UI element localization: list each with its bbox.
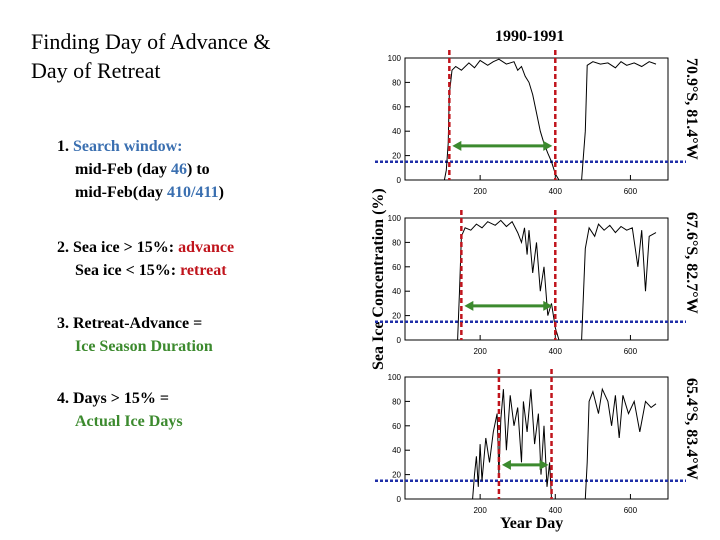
arrow-head-left xyxy=(501,459,511,470)
x-tick-label: 400 xyxy=(549,187,563,196)
x-tick-label: 400 xyxy=(549,506,563,515)
sea-ice-series-line xyxy=(405,387,657,500)
y-tick-label: 80 xyxy=(392,78,401,87)
y-tick-label: 100 xyxy=(388,373,402,382)
step-1: 1. Search window: mid-Feb (day 46) to mi… xyxy=(57,135,224,204)
x-axis-label: Year Day xyxy=(500,515,564,532)
slide-title: Finding Day of Advance & Day of Retreat xyxy=(31,27,331,85)
y-tick-label: 20 xyxy=(392,312,401,321)
x-tick-label: 600 xyxy=(624,187,638,196)
slide-title-line2: Day of Retreat xyxy=(31,58,161,83)
step-number: 3. xyxy=(57,315,69,332)
step-text: Ice Season Duration xyxy=(75,338,213,355)
y-tick-label: 40 xyxy=(392,127,401,136)
y-tick-label: 40 xyxy=(392,446,401,455)
step-3: 3. Retreat-Advance = Ice Season Duration xyxy=(57,312,213,358)
x-tick-label: 200 xyxy=(473,187,487,196)
y-tick-label: 20 xyxy=(392,471,401,480)
y-tick-label: 60 xyxy=(392,103,401,112)
arrow-head-right xyxy=(543,140,553,151)
step-text: ) to xyxy=(187,161,210,178)
step-text: Sea ice < 15%: xyxy=(75,262,181,279)
y-tick-label: 0 xyxy=(397,336,402,345)
x-tick-label: 400 xyxy=(549,347,563,356)
step-text: Actual Ice Days xyxy=(75,413,183,430)
step-text: Search window: xyxy=(73,138,183,155)
x-tick-label: 200 xyxy=(473,347,487,356)
step-text: Days > 15% = xyxy=(73,390,170,407)
step-text: Sea ice > 15%: xyxy=(73,239,179,256)
x-tick-label: 200 xyxy=(473,506,487,515)
step-text: advance xyxy=(178,239,235,256)
y-tick-label: 40 xyxy=(392,287,401,296)
y-tick-label: 20 xyxy=(392,152,401,161)
y-tick-label: 100 xyxy=(388,214,402,223)
sea-ice-series-line xyxy=(405,219,657,341)
step-number: 2. xyxy=(57,239,69,256)
arrow-head-right xyxy=(539,459,549,470)
y-tick-label: 80 xyxy=(392,238,401,247)
step-4: 4. Days > 15% = Actual Ice Days xyxy=(57,387,183,433)
arrow-head-right xyxy=(543,300,553,311)
y-tick-label: 0 xyxy=(397,495,402,504)
y-tick-label: 80 xyxy=(392,397,401,406)
step-text: 410/411 xyxy=(167,184,219,201)
y-tick-label: 60 xyxy=(392,422,401,431)
step-text: mid-Feb (day xyxy=(75,161,171,178)
step-text: Retreat-Advance = xyxy=(73,315,203,332)
step-text: 46 xyxy=(171,161,187,178)
step-2: 2. Sea ice > 15%: advance Sea ice < 15%:… xyxy=(57,236,234,282)
y-tick-label: 60 xyxy=(392,263,401,272)
y-tick-label: 0 xyxy=(397,176,402,185)
sea-ice-series-line xyxy=(405,58,657,181)
x-tick-label: 600 xyxy=(624,506,638,515)
step-number: 4. xyxy=(57,390,69,407)
panel-1-frame xyxy=(404,57,669,181)
slide-title-line1: Finding Day of Advance & xyxy=(31,29,271,54)
arrow-head-left xyxy=(452,140,462,151)
panel-2-frame xyxy=(404,217,669,341)
panel-3-frame xyxy=(404,376,669,500)
step-text: ) xyxy=(218,184,224,201)
y-tick-label: 100 xyxy=(388,54,402,63)
x-tick-label: 600 xyxy=(624,347,638,356)
chart-period-label: 1990-1991 xyxy=(495,28,565,45)
step-text: mid-Feb(day xyxy=(75,184,167,201)
arrow-head-left xyxy=(464,300,474,311)
step-text: retreat xyxy=(180,262,227,279)
step-number: 1. xyxy=(57,138,69,155)
